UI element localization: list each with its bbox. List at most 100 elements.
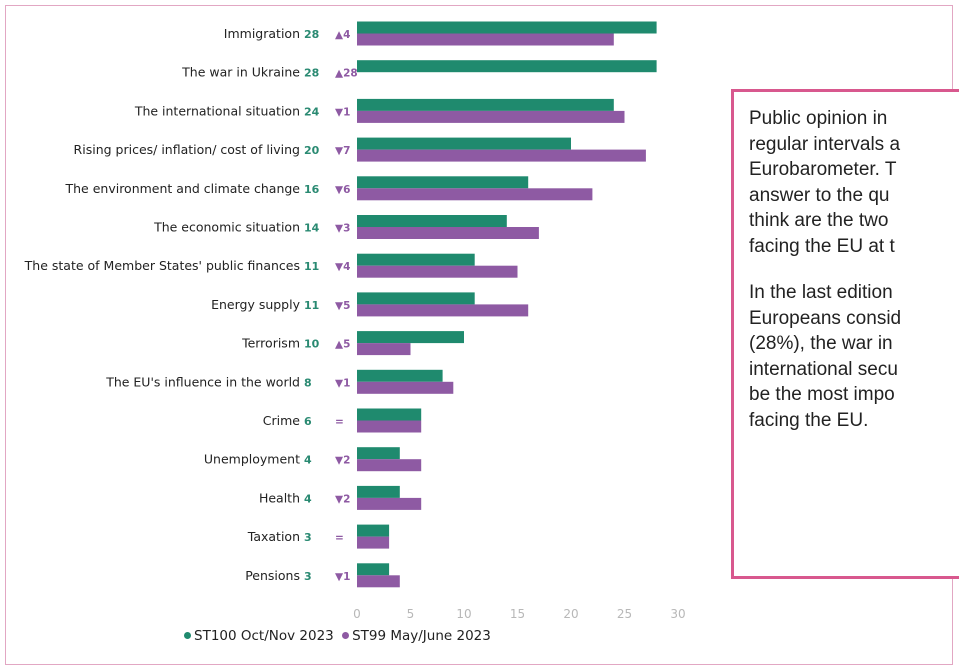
change-label: ▼1 xyxy=(335,571,350,583)
category-label: Energy supply xyxy=(211,297,301,312)
category-label: The state of Member States' public finan… xyxy=(24,258,300,273)
bar-st100 xyxy=(357,215,507,227)
bar-st100 xyxy=(357,563,389,575)
value-label: 4 xyxy=(304,454,312,467)
text-line: facing the EU. xyxy=(749,410,868,431)
bar-st100 xyxy=(357,60,657,72)
bar-st99 xyxy=(357,537,389,549)
bar-st99 xyxy=(357,498,421,510)
value-label: 14 xyxy=(304,222,320,235)
bar-st100 xyxy=(357,292,475,304)
change-label: ▼3 xyxy=(335,223,350,235)
bar-st100 xyxy=(357,138,571,150)
category-label: Unemployment xyxy=(204,452,300,467)
bar-st100 xyxy=(357,370,443,382)
text-line: In the last edition xyxy=(749,282,893,303)
change-label: ▼5 xyxy=(335,300,350,312)
category-label: Pensions xyxy=(245,568,300,583)
change-label: ▼2 xyxy=(335,455,350,467)
bar-st99 xyxy=(357,34,614,46)
text-line: international secu xyxy=(749,359,898,380)
text-line: answer to the qu xyxy=(749,185,889,206)
change-label: ▼1 xyxy=(335,106,350,118)
bar-st100 xyxy=(357,176,528,188)
bar-st100 xyxy=(357,22,657,34)
legend-item-st99: ST99 May/June 2023 xyxy=(342,628,491,644)
category-label: The EU's influence in the world xyxy=(105,374,300,389)
category-label: Immigration xyxy=(224,26,300,41)
category-label: Terrorism xyxy=(241,336,300,351)
bar-st100 xyxy=(357,254,475,266)
category-label: Crime xyxy=(263,413,301,428)
bar-st99 xyxy=(357,575,400,587)
bar-st99 xyxy=(357,382,453,394)
x-tick-label: 25 xyxy=(617,607,632,621)
value-label: 4 xyxy=(304,492,312,505)
value-label: 11 xyxy=(304,299,319,312)
text-line: regular intervals a xyxy=(749,134,900,155)
text-paragraph-2: In the last edition Europeans consid (28%)… xyxy=(749,280,959,433)
bar-st99 xyxy=(357,459,421,471)
change-label: = xyxy=(335,416,344,428)
text-line: think are the two xyxy=(749,210,888,231)
category-label: Taxation xyxy=(247,529,300,544)
value-label: 6 xyxy=(304,415,312,428)
x-tick-label: 30 xyxy=(670,607,685,621)
legend-swatch-st99 xyxy=(342,632,349,639)
change-label: ▼7 xyxy=(335,145,350,157)
bar-st99 xyxy=(357,150,646,162)
value-label: 8 xyxy=(304,376,312,389)
bar-st99 xyxy=(357,227,539,239)
change-label: ▼4 xyxy=(335,261,350,273)
x-tick-label: 20 xyxy=(563,607,578,621)
text-line: Eurobarometer. T xyxy=(749,159,897,180)
bar-st100 xyxy=(357,447,400,459)
category-label: The economic situation xyxy=(153,220,300,235)
change-label: ▼6 xyxy=(335,184,350,196)
legend-label-st100: ST100 Oct/Nov 2023 xyxy=(194,628,334,644)
change-label: ▲4 xyxy=(335,29,350,41)
category-label: Rising prices/ inflation/ cost of living xyxy=(74,142,300,157)
value-label: 20 xyxy=(304,144,320,157)
bar-st99 xyxy=(357,421,421,433)
bar-st100 xyxy=(357,99,614,111)
legend-label-st99: ST99 May/June 2023 xyxy=(352,628,491,644)
text-line: (28%), the war in xyxy=(749,333,893,354)
text-line: facing the EU at t xyxy=(749,236,895,257)
change-label: ▼1 xyxy=(335,377,350,389)
x-tick-label: 0 xyxy=(353,607,361,621)
bar-st100 xyxy=(357,331,464,343)
text-line: be the most impo xyxy=(749,384,895,405)
value-label: 28 xyxy=(304,28,319,41)
value-label: 3 xyxy=(304,570,312,583)
bar-st100 xyxy=(357,409,421,421)
value-label: 16 xyxy=(304,183,320,196)
change-label: ▲28 xyxy=(335,68,358,80)
x-tick-label: 15 xyxy=(510,607,525,621)
category-label: The environment and climate change xyxy=(64,181,300,196)
x-tick-label: 5 xyxy=(407,607,415,621)
bar-st100 xyxy=(357,486,400,498)
category-label: The international situation xyxy=(134,103,300,118)
value-label: 10 xyxy=(304,338,320,351)
change-label: ▼2 xyxy=(335,493,350,505)
value-label: 24 xyxy=(304,105,320,118)
bar-st99 xyxy=(357,304,528,316)
value-label: 28 xyxy=(304,67,319,80)
category-label: Health xyxy=(259,490,300,505)
bar-st100 xyxy=(357,525,389,537)
category-label: The war in Ukraine xyxy=(181,65,300,80)
text-line: Public opinion in xyxy=(749,108,887,129)
x-tick-label: 10 xyxy=(456,607,471,621)
text-line: Europeans consid xyxy=(749,308,901,329)
bar-st99 xyxy=(357,266,518,278)
legend-swatch-st100 xyxy=(184,632,191,639)
change-label: = xyxy=(335,532,344,544)
info-text-box: Public opinion in regular intervals a Euro… xyxy=(731,89,959,579)
bar-st99 xyxy=(357,111,625,123)
value-label: 3 xyxy=(304,531,312,544)
legend-item-st100: ST100 Oct/Nov 2023 xyxy=(184,628,334,644)
bar-st99 xyxy=(357,188,592,200)
bar-st99 xyxy=(357,343,411,355)
chart-legend: ST100 Oct/Nov 2023 ST99 May/June 2023 xyxy=(184,628,495,644)
